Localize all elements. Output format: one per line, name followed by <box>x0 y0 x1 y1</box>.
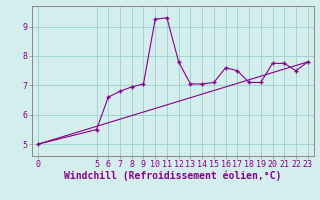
X-axis label: Windchill (Refroidissement éolien,°C): Windchill (Refroidissement éolien,°C) <box>64 171 282 181</box>
